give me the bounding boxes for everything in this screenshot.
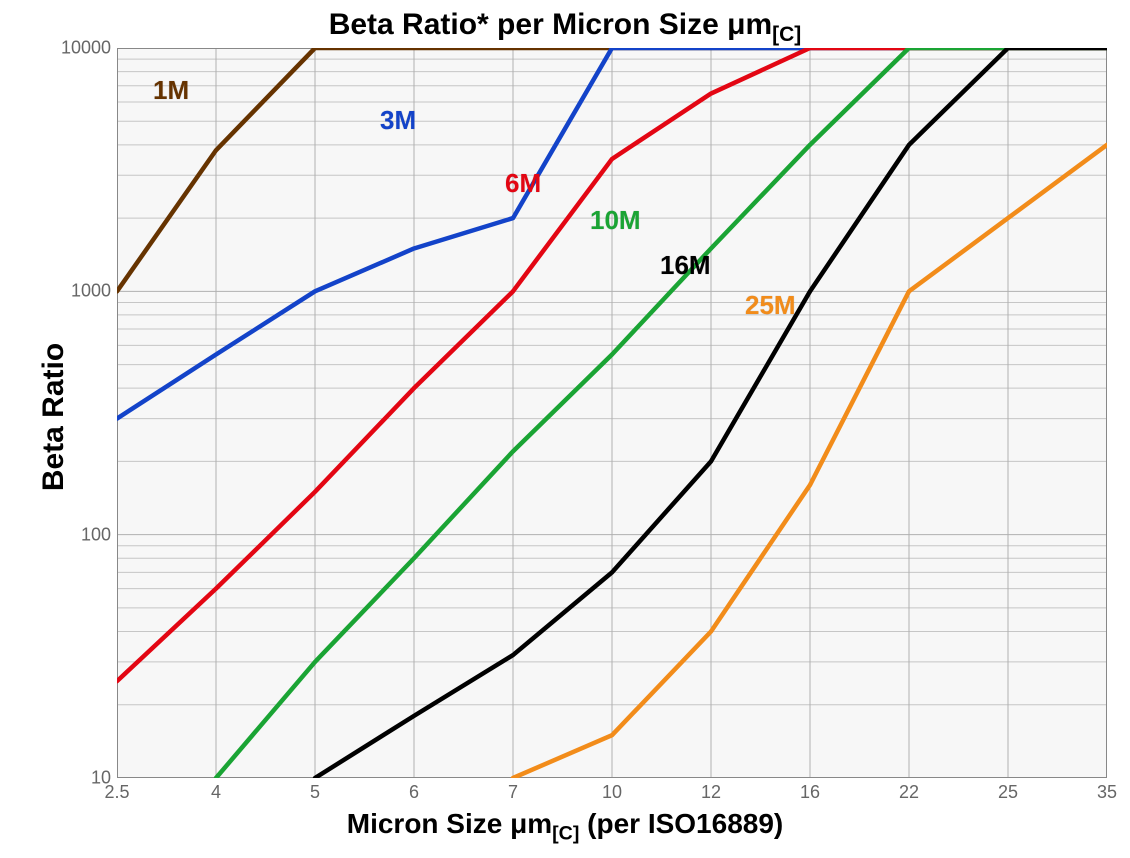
x-axis-label-suffix: (per ISO16889) — [579, 808, 783, 839]
x-tick-label: 4 — [211, 782, 221, 803]
series-label-3M: 3M — [380, 105, 416, 136]
chart-title: Beta Ratio* per Micron Size μm[C] — [0, 8, 1130, 47]
series-label-25M: 25M — [745, 290, 796, 321]
series-label-10M: 10M — [590, 205, 641, 236]
x-tick-label: 10 — [602, 782, 622, 803]
x-tick-label: 25 — [998, 782, 1018, 803]
y-axis-label: Beta Ratio — [37, 343, 71, 491]
x-axis-label-sub: [C] — [552, 823, 579, 845]
x-tick-label: 12 — [701, 782, 721, 803]
plot-svg — [117, 48, 1107, 778]
y-tick-label: 100 — [81, 524, 117, 545]
x-tick-label: 5 — [310, 782, 320, 803]
series-label-6M: 6M — [505, 168, 541, 199]
series-label-16M: 16M — [660, 250, 711, 281]
y-tick-label: 10000 — [61, 38, 117, 59]
y-tick-label: 1000 — [71, 281, 117, 302]
y-tick-label: 10 — [91, 768, 117, 789]
plot-area — [117, 48, 1107, 778]
x-tick-label: 16 — [800, 782, 820, 803]
x-axis-label-main: Micron Size μm — [347, 808, 552, 839]
chart-title-text: Beta Ratio* per Micron Size μm — [329, 8, 772, 41]
x-tick-label: 35 — [1097, 782, 1117, 803]
x-tick-label: 6 — [409, 782, 419, 803]
x-tick-label: 7 — [508, 782, 518, 803]
chart-title-sub: [C] — [772, 23, 801, 46]
chart-container: Beta Ratio* per Micron Size μm[C] Beta R… — [0, 0, 1130, 858]
x-tick-label: 22 — [899, 782, 919, 803]
x-axis-label: Micron Size μm[C] (per ISO16889) — [0, 808, 1130, 846]
series-label-1M: 1M — [153, 75, 189, 106]
